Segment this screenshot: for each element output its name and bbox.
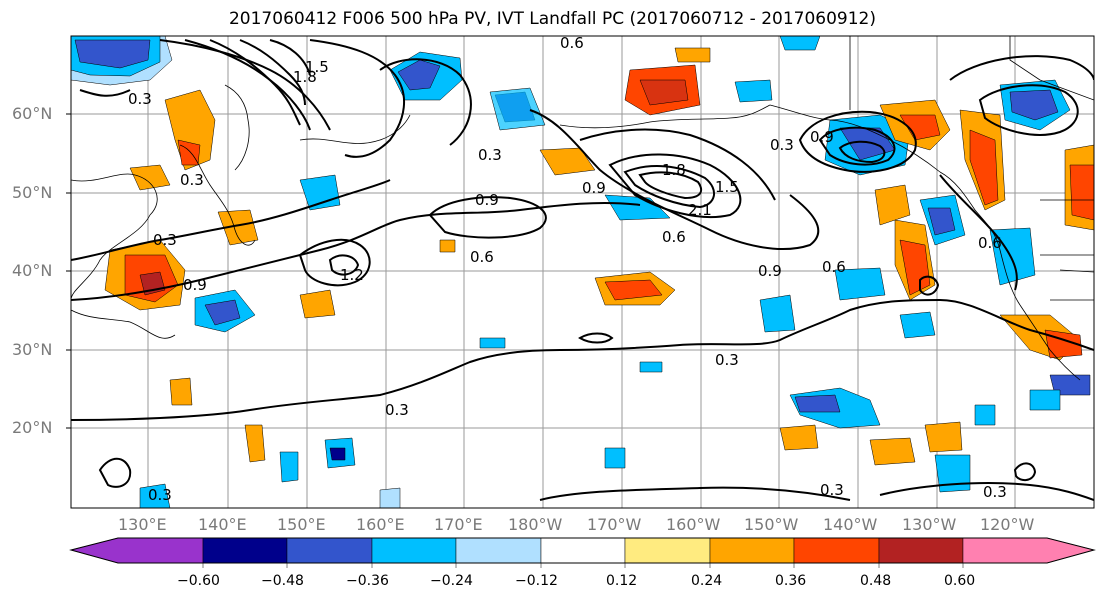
lat-label: 20°N <box>12 418 53 437</box>
map-frame <box>70 35 1095 509</box>
lon-label: 160°W <box>666 515 721 534</box>
pv-contours <box>71 39 1094 501</box>
lon-label: 180°W <box>508 515 563 534</box>
contour-label: 0.3 <box>478 146 502 164</box>
colorbar-segment <box>455 537 542 564</box>
lon-label: 130°W <box>902 515 957 534</box>
contour-label: 1.8 <box>293 68 317 86</box>
lon-label: 140°E <box>198 515 247 534</box>
contour-label: 0.3 <box>148 486 172 504</box>
colorbar-tick-label: 0.12 <box>606 573 638 589</box>
contour-label: 0.6 <box>978 234 1002 252</box>
colorbar-tick-label: −0.12 <box>515 573 558 589</box>
map-title: 2017060412 F006 500 hPa PV, IVT Landfall… <box>228 9 876 29</box>
contour-label: 0.9 <box>475 191 499 209</box>
map-content: 0.3 0.3 0.3 0.3 0.3 0.3 0.3 0.3 0.6 0.3 … <box>71 34 1094 508</box>
lon-label: 130°E <box>118 515 167 534</box>
lat-label: 30°N <box>12 340 53 359</box>
lat-label: 60°N <box>12 104 53 123</box>
colorbar-tick-label: −0.24 <box>430 573 473 589</box>
lat-label: 40°N <box>12 261 53 280</box>
contour-label: 1.8 <box>662 161 686 179</box>
contour-labels: 0.3 0.3 0.3 0.3 0.3 0.3 0.3 0.3 0.6 0.3 … <box>128 34 1007 504</box>
colorbar-segment <box>709 537 795 564</box>
colorbar-tick-label: −0.36 <box>346 573 389 589</box>
contour-label: 0.3 <box>715 351 739 369</box>
colorbar-tick-label: −0.48 <box>261 573 304 589</box>
colorbar-segment <box>878 537 964 564</box>
colorbar-segment <box>540 537 626 564</box>
contour-label: 0.3 <box>128 90 152 108</box>
colorbar-tick-label: −0.60 <box>177 573 220 589</box>
lon-label: 160°E <box>356 515 405 534</box>
contour-label: 0.9 <box>582 179 606 197</box>
colorbar-tick-label: 0.36 <box>775 573 807 589</box>
contour-label: 0.3 <box>983 483 1007 501</box>
pv-anomaly-fills <box>71 36 1094 508</box>
colorbar-tick-label: 0.48 <box>860 573 892 589</box>
contour-label: 0.9 <box>758 262 782 280</box>
colorbar-tick-label: 0.60 <box>944 573 976 589</box>
contour-label: 0.9 <box>810 128 834 146</box>
colorbar-segment <box>70 537 204 564</box>
colorbar <box>69 537 1096 568</box>
axis-ticks <box>66 113 71 429</box>
contour-label: 0.6 <box>470 248 494 266</box>
lon-label: 150°W <box>744 515 799 534</box>
contour-label: 0.6 <box>662 228 686 246</box>
colorbar-segment <box>286 537 373 564</box>
contour-label: 0.3 <box>153 231 177 249</box>
contour-label: 0.9 <box>183 276 207 294</box>
colorbar-segment <box>371 537 457 564</box>
colorbar-tick-label: 0.24 <box>691 573 723 589</box>
contour-label: 1.5 <box>715 178 739 196</box>
lat-label: 50°N <box>12 183 53 202</box>
contour-label: 0.3 <box>770 136 794 154</box>
lon-label: 140°W <box>823 515 878 534</box>
lon-label: 170°E <box>434 515 483 534</box>
contour-label: 0.6 <box>822 258 846 276</box>
contour-label: 0.6 <box>560 34 584 52</box>
colorbar-segment <box>793 537 880 564</box>
contour-label: 1.2 <box>340 266 364 284</box>
contour-label: 0.3 <box>385 401 409 419</box>
colorbar-segment <box>202 537 288 564</box>
contour-label: 2.1 <box>688 201 712 219</box>
contour-label: 1.5 <box>305 58 329 76</box>
contour-label: 0.3 <box>820 481 844 499</box>
lon-label: 150°E <box>277 515 326 534</box>
lon-label: 120°W <box>980 515 1035 534</box>
lon-label: 170°W <box>587 515 642 534</box>
colorbar-segment <box>962 537 1095 564</box>
colorbar-segment <box>624 537 711 564</box>
contour-label: 0.3 <box>180 171 204 189</box>
